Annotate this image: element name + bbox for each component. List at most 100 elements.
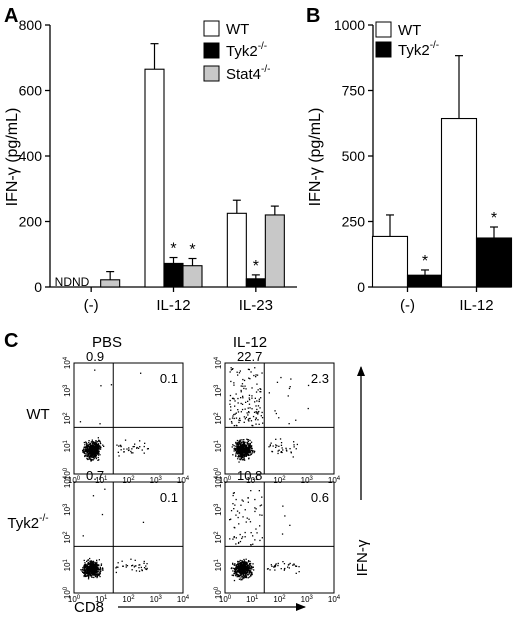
flow-event (255, 376, 257, 378)
flow-event (238, 449, 240, 451)
flow-event (235, 574, 237, 576)
flow-event (254, 367, 256, 369)
flow-event (96, 571, 99, 573)
flow-event (237, 397, 239, 400)
flow-event (250, 490, 252, 492)
flow-event (91, 453, 93, 455)
flow-event (86, 451, 88, 454)
flow-event (239, 453, 242, 456)
flow-event (87, 454, 89, 457)
panel-a-bars: * * * (100, 43, 285, 288)
flow-event (245, 572, 247, 574)
flow-event (231, 368, 233, 370)
flow-plots: 1001001011011021021031031041040.90.11001… (63, 349, 341, 604)
flow-event (260, 415, 262, 417)
tick-exponent: 0 (63, 586, 69, 590)
flow-event (234, 504, 236, 506)
flow-event (87, 569, 89, 571)
flow-event (85, 442, 87, 444)
flow-event (289, 448, 291, 450)
flow-event (89, 572, 91, 574)
flow-plot-frame (73, 362, 184, 475)
flow-event (248, 418, 250, 420)
tick-base: 10 (63, 506, 72, 515)
flow-event (241, 449, 243, 451)
flow-event (237, 560, 239, 563)
quadrant-upper-left-percent: 10.8 (237, 468, 262, 483)
flow-event (241, 560, 243, 562)
y-log-tick-label: 104 (214, 475, 223, 488)
flow-event (244, 567, 247, 569)
flow-event (99, 440, 101, 442)
flow-event (143, 567, 146, 569)
flow-event (250, 453, 253, 455)
flow-event (251, 395, 253, 397)
flow-event (92, 449, 94, 451)
flow-event (94, 564, 96, 566)
flow-event (276, 445, 278, 447)
flow-event (250, 544, 252, 546)
flow-event (90, 455, 93, 457)
flow-event (234, 448, 236, 450)
flow-event (117, 451, 119, 453)
flow-event (232, 415, 234, 417)
flow-event (248, 565, 250, 567)
flow-event (94, 444, 97, 446)
flow-event (253, 411, 256, 413)
flow-event (242, 459, 244, 461)
flow-event (255, 423, 257, 425)
flow-event (242, 562, 244, 564)
flow-event (88, 446, 91, 448)
flow-event (138, 570, 141, 572)
flow-event (96, 572, 98, 574)
flow-event (90, 560, 92, 562)
tick-base: 10 (68, 595, 77, 604)
flow-event (250, 447, 252, 449)
tick-exponent: 2 (131, 476, 135, 482)
flow-event (97, 574, 99, 577)
flow-event (236, 510, 239, 512)
flow-event (146, 448, 149, 450)
flow-event (241, 571, 243, 573)
flow-event (246, 449, 248, 452)
flow-event (244, 561, 246, 563)
flow-event (233, 413, 235, 416)
flow-event (93, 572, 95, 574)
flow-event (93, 447, 95, 450)
flow-event (271, 450, 273, 453)
flow-event (256, 400, 258, 402)
flow-event (280, 442, 283, 444)
flow-event (249, 451, 251, 453)
flow-event (97, 445, 99, 448)
tick-exponent: 3 (214, 384, 220, 388)
flow-event (83, 568, 85, 570)
flow-event (84, 449, 86, 451)
flow-event (94, 567, 97, 569)
flow-event (86, 565, 88, 567)
flow-event (90, 456, 92, 458)
tick-base: 10 (301, 476, 310, 485)
flow-event (88, 576, 90, 578)
flow-event (243, 457, 245, 459)
flow-event (97, 443, 100, 445)
flow-event (121, 560, 123, 562)
flow-event (250, 445, 252, 447)
panel-b-significance-star: * (422, 253, 428, 270)
flow-event (249, 570, 251, 573)
flow-event (240, 446, 243, 448)
flow-event (280, 451, 282, 453)
flow-event (98, 439, 100, 441)
flow-event (92, 569, 94, 571)
flow-event (238, 442, 241, 444)
flow-event (96, 570, 98, 572)
flow-event (237, 446, 239, 448)
flow-event (230, 406, 232, 408)
flow-event (252, 415, 255, 418)
flow-event (240, 452, 242, 454)
tick-base: 10 (219, 595, 228, 604)
flow-event (232, 503, 234, 505)
flow-event (86, 444, 88, 447)
flow-event (246, 412, 248, 414)
flow-event (116, 444, 118, 446)
